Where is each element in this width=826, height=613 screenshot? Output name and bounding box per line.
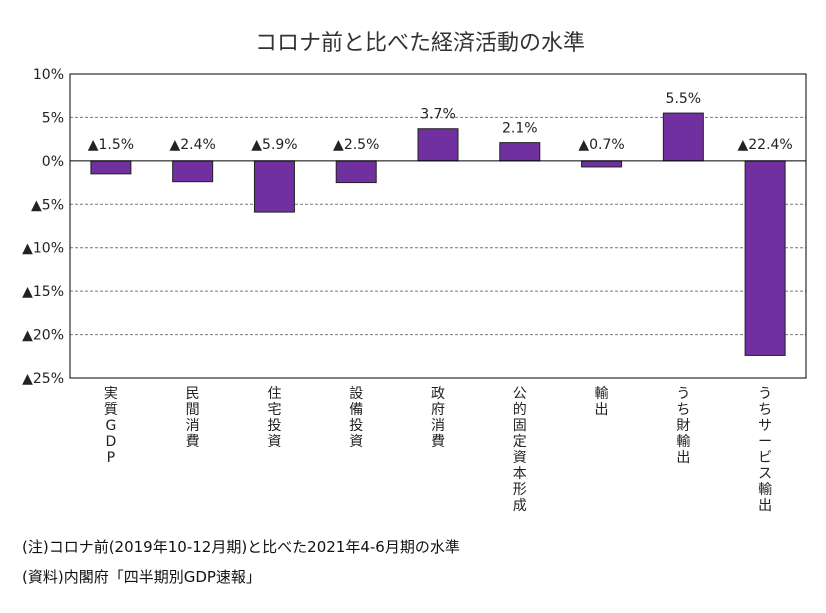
x-tick-label: 輸出 <box>595 386 609 418</box>
gridlines <box>70 116 806 336</box>
bar <box>662 112 704 162</box>
x-tick-label: うち財輸出 <box>676 386 690 466</box>
bar-value-label: ▲0.7% <box>578 137 624 153</box>
plot-frame <box>69 73 807 379</box>
bar-value-label: ▲5.9% <box>251 137 297 153</box>
y-tick-label: 10% <box>33 67 64 83</box>
bar-value-label: ▲2.4% <box>169 137 215 153</box>
bar-value-label: ▲2.5% <box>333 137 379 153</box>
y-tick-label: ▲20% <box>22 328 64 344</box>
bar <box>253 160 295 213</box>
y-tick-label: 0% <box>42 154 64 170</box>
y-tick-label: ▲10% <box>22 241 64 257</box>
bar <box>335 160 377 184</box>
bar <box>90 160 132 175</box>
x-tick-label: 実質 G D P <box>104 386 118 466</box>
y-tick-label: 5% <box>42 110 64 126</box>
x-tick-label: 政府消費 <box>431 386 445 450</box>
bar <box>499 142 541 162</box>
bar-chart: コロナ前と比べた経済活動の水準 10% 5% 0% ▲5% ▲10% ▲15% ▲20% ▲2… <box>22 31 807 514</box>
y-tick-label: ▲25% <box>22 371 64 387</box>
y-tick-label: ▲15% <box>22 284 64 300</box>
y-axis-ticks: 10% 5% 0% ▲5% ▲10% ▲15% ▲20% ▲25% <box>22 67 64 387</box>
bar-value-label: 3.7% <box>420 107 456 123</box>
x-tick-label: 設備投資 <box>349 386 363 450</box>
bar-value-label: 5.5% <box>666 91 702 107</box>
x-tick-label: 住宅投資 <box>267 386 281 450</box>
x-tick-label: うちサービス輸出 <box>758 386 772 514</box>
bar <box>744 160 786 356</box>
x-tick-label: 民間消費 <box>186 386 200 450</box>
bar-value-label: ▲1.5% <box>88 137 134 153</box>
bar <box>581 160 623 168</box>
value-labels: ▲1.5% ▲2.4% ▲5.9% ▲2.5% 3.7% 2.1% ▲0.7% 5.5% ▲22… <box>88 91 793 153</box>
bar-value-label: ▲22.4% <box>737 137 792 153</box>
footnote: (注)コロナ前(2019年10-12月期)と比べた2021年4-6月期の水準 <box>22 538 460 556</box>
x-axis-labels: 実質 G D P 民間消費 住宅投資 設備投資 政府消費 公的固定資本形成 輸出 うち財輸出 うちサー… <box>104 386 772 514</box>
bars <box>90 112 786 356</box>
chart-title: コロナ前と比べた経済活動の水準 <box>255 31 585 56</box>
source-note: (資料)内閣府「四半期別GDP速報」 <box>22 568 261 586</box>
x-tick-label: 公的固定資本形成 <box>513 386 527 514</box>
bar <box>172 160 214 183</box>
bar-value-label: 2.1% <box>502 121 538 137</box>
y-tick-label: ▲5% <box>31 197 64 213</box>
bar <box>417 128 459 162</box>
